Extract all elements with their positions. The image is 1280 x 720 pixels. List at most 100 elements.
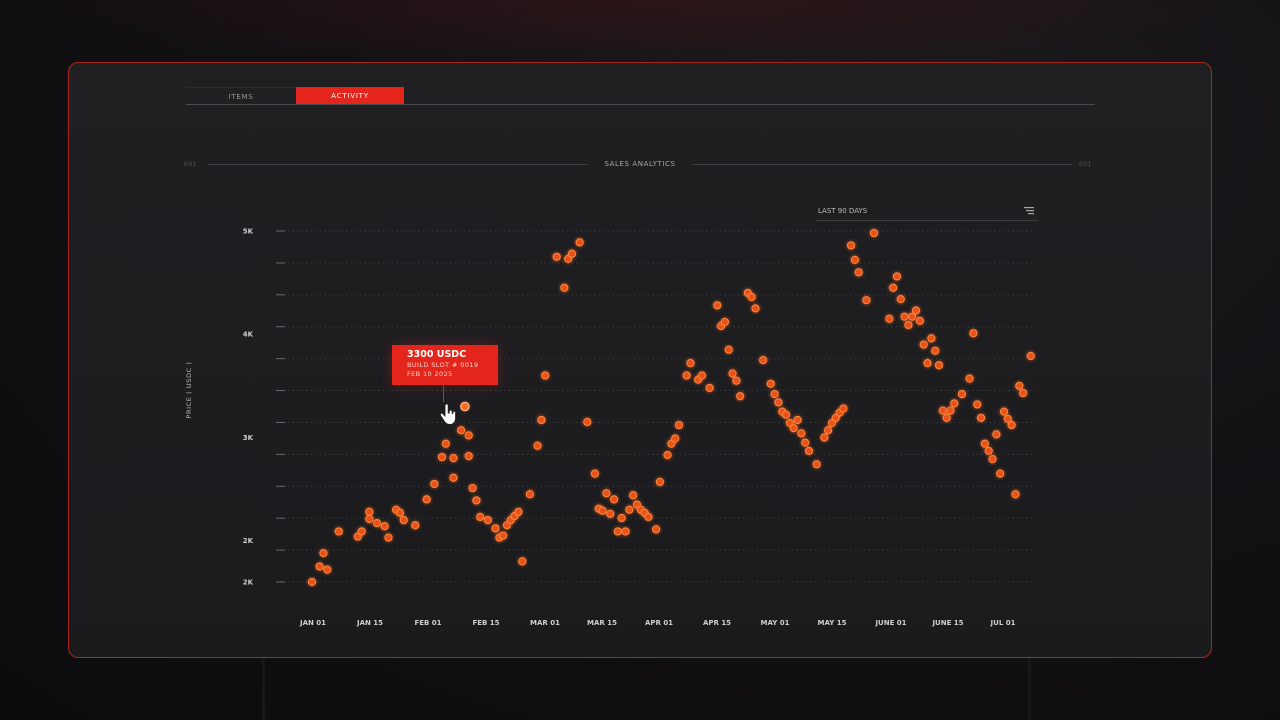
data-point	[896, 295, 905, 304]
x-tick-label: JUNE 01	[874, 619, 906, 627]
data-point	[854, 268, 863, 277]
tooltip-date: FEB 10 2025	[407, 370, 453, 378]
tooltip-stem	[443, 385, 444, 402]
data-point	[590, 469, 600, 478]
data-point	[617, 513, 626, 523]
data-point	[365, 507, 374, 516]
data-point	[533, 441, 542, 450]
data-point	[965, 374, 974, 383]
data-point	[449, 473, 458, 482]
dropdown-icon	[1024, 207, 1034, 215]
x-tick-label: JUNE 15	[931, 619, 963, 627]
data-point	[319, 548, 328, 558]
tab-activity[interactable]: ACTIVITY	[296, 87, 404, 105]
data-point	[602, 489, 611, 498]
x-tick-label: MAR 15	[587, 619, 617, 627]
data-point	[686, 359, 695, 368]
data-point	[923, 359, 932, 368]
data-point	[655, 477, 665, 486]
stand-left	[262, 658, 265, 720]
data-point	[380, 522, 389, 531]
section-divider-left	[208, 164, 588, 165]
data-point	[850, 255, 859, 265]
main-panel	[68, 62, 1212, 658]
data-point	[804, 446, 814, 455]
data-point	[934, 361, 944, 370]
highlighted-data-point	[460, 401, 470, 412]
point-tooltip: 3300 USDC BUILD SLOT # 0019 FEB 10 2025	[392, 345, 498, 385]
tooltip-price: 3300 USDC	[407, 349, 467, 360]
data-point	[931, 346, 940, 355]
data-point	[560, 283, 569, 292]
tooltip-item: BUILD SLOT # 0019	[407, 361, 479, 369]
data-point	[422, 495, 431, 504]
data-point	[915, 316, 924, 325]
data-point	[441, 439, 450, 448]
data-point	[567, 249, 577, 258]
data-point	[499, 531, 508, 540]
x-tick-label: FEB 01	[414, 619, 441, 627]
data-point	[609, 495, 619, 504]
tab-underline	[186, 104, 1095, 105]
y-tick-label: 5K	[243, 228, 254, 236]
data-point	[839, 404, 848, 413]
data-point	[518, 557, 527, 566]
section-number-left: 001	[184, 161, 197, 168]
y-tick-label: 4K	[243, 331, 254, 339]
data-point	[751, 304, 760, 313]
x-tick-label: MAR 01	[530, 619, 560, 627]
data-point	[323, 565, 332, 574]
data-point	[411, 521, 420, 530]
data-point	[651, 525, 661, 534]
data-point	[957, 390, 967, 399]
x-axis-ticks: JAN 01 JAN 15 FEB 01 FEB 15 MAR 01 MAR 15 APR …	[299, 619, 1016, 627]
data-point	[736, 392, 745, 401]
section-divider-right	[692, 164, 1072, 165]
data-point	[334, 527, 343, 536]
data-point	[747, 292, 756, 302]
data-point	[988, 455, 997, 464]
data-point	[483, 515, 492, 525]
data-point	[682, 371, 691, 380]
x-tick-label: APR 15	[703, 619, 731, 627]
data-point	[793, 415, 802, 425]
data-point	[1011, 490, 1020, 499]
data-point	[525, 490, 535, 499]
x-tick-label: MAY 15	[818, 619, 847, 627]
data-point	[973, 400, 982, 409]
data-point	[1019, 388, 1028, 398]
data-point	[1007, 420, 1016, 430]
data-point	[766, 379, 775, 388]
data-point	[357, 527, 366, 536]
date-range-select[interactable]: LAST 90 DAYS	[816, 204, 1038, 221]
data-point	[697, 371, 707, 380]
top-glow	[0, 0, 1280, 70]
data-point	[992, 430, 1001, 439]
data-point	[430, 479, 439, 489]
data-point	[713, 301, 722, 310]
data-point	[919, 340, 928, 349]
data-point	[885, 314, 894, 323]
data-point	[671, 434, 680, 443]
data-point	[399, 515, 408, 525]
section-title: SALES ANALYTICS	[604, 160, 676, 168]
data-point	[862, 296, 871, 305]
tab-items[interactable]: ITEMS	[186, 87, 296, 106]
x-tick-label: JAN 01	[299, 619, 326, 627]
section-number-right: 001	[1079, 161, 1092, 168]
data-point	[464, 431, 473, 440]
data-point	[759, 355, 768, 365]
data-point	[812, 460, 821, 469]
x-tick-label: JUL 01	[990, 619, 1016, 627]
data-point	[1026, 351, 1035, 361]
data-point	[950, 399, 959, 408]
data-point	[892, 272, 902, 281]
y-tick-label: 3K	[243, 434, 254, 442]
hand-cursor-icon	[439, 404, 457, 425]
y-tick-label: 2K	[243, 537, 254, 545]
x-tick-label: FEB 15	[472, 619, 499, 627]
data-point	[663, 450, 672, 460]
data-point	[541, 371, 550, 380]
data-point	[437, 452, 447, 462]
data-point	[449, 454, 458, 463]
